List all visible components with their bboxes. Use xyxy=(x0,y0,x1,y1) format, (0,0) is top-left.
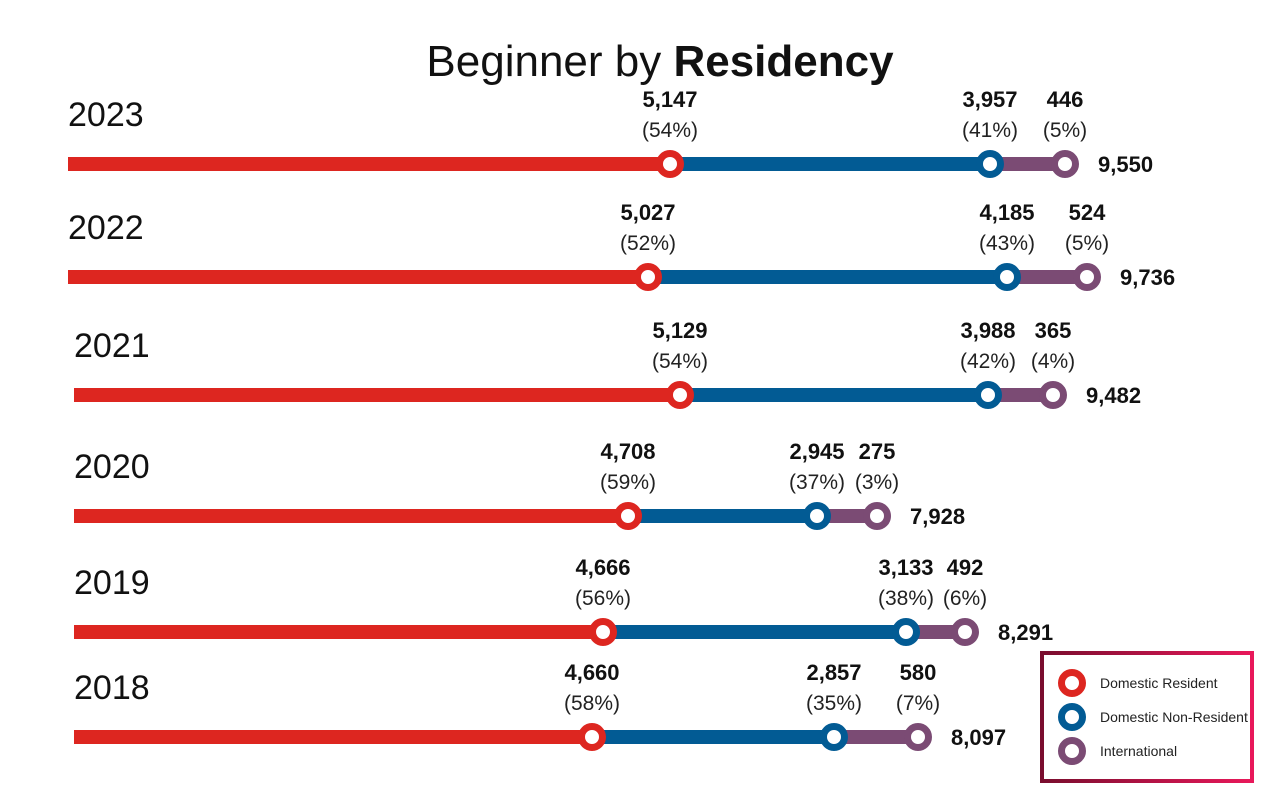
value-label: 492 xyxy=(947,555,984,580)
ring-marker xyxy=(614,502,642,530)
legend-item-international: International xyxy=(1058,737,1177,765)
percent-label: (37%) xyxy=(789,471,845,494)
value-label: 446 xyxy=(1047,87,1084,112)
legend-item-domestic-resident: Domestic Resident xyxy=(1058,669,1218,697)
value-label: 365 xyxy=(1035,318,1072,343)
value-label: 4,185 xyxy=(979,200,1034,225)
percent-label: (58%) xyxy=(564,692,620,715)
total-label: 9,482 xyxy=(1086,383,1141,408)
ring-marker xyxy=(904,723,932,751)
value-label: 4,666 xyxy=(575,555,630,580)
value-label: 2,857 xyxy=(806,660,861,685)
value-label: 275 xyxy=(859,439,896,464)
value-label: 5,129 xyxy=(652,318,707,343)
percent-label: (43%) xyxy=(979,232,1035,255)
percent-label: (54%) xyxy=(642,119,698,142)
year-label: 2023 xyxy=(68,96,144,134)
year-label: 2021 xyxy=(74,327,150,365)
ring-marker xyxy=(634,263,662,291)
ring-marker xyxy=(974,381,1002,409)
total-label: 7,928 xyxy=(910,504,965,529)
ring-marker xyxy=(1039,381,1067,409)
year-label: 2018 xyxy=(74,669,150,707)
value-label: 580 xyxy=(900,660,937,685)
value-label: 5,147 xyxy=(642,87,697,112)
percent-label: (41%) xyxy=(962,119,1018,142)
value-label: 3,988 xyxy=(960,318,1015,343)
value-label: 4,708 xyxy=(600,439,655,464)
ring-marker xyxy=(666,381,694,409)
value-label: 5,027 xyxy=(620,200,675,225)
percent-label: (4%) xyxy=(1031,350,1075,373)
total-label: 9,550 xyxy=(1098,152,1153,177)
legend: Domestic Resident Domestic Non-Resident … xyxy=(1040,651,1254,783)
ring-marker xyxy=(1073,263,1101,291)
value-label: 524 xyxy=(1069,200,1106,225)
ring-marker xyxy=(993,263,1021,291)
legend-item-domestic-non-resident: Domestic Non-Resident xyxy=(1058,703,1248,731)
percent-label: (52%) xyxy=(620,232,676,255)
ring-marker xyxy=(863,502,891,530)
total-label: 9,736 xyxy=(1120,265,1175,290)
percent-label: (6%) xyxy=(943,587,987,610)
ring-marker xyxy=(951,618,979,646)
ring-marker-icon xyxy=(1058,703,1086,731)
percent-label: (5%) xyxy=(1065,232,1109,255)
value-label: 4,660 xyxy=(564,660,619,685)
value-label: 3,133 xyxy=(878,555,933,580)
value-label: 3,957 xyxy=(962,87,1017,112)
ring-marker xyxy=(1051,150,1079,178)
ring-marker-icon xyxy=(1058,669,1086,697)
percent-label: (38%) xyxy=(878,587,934,610)
percent-label: (59%) xyxy=(600,471,656,494)
percent-label: (5%) xyxy=(1043,119,1087,142)
percent-label: (3%) xyxy=(855,471,899,494)
percent-label: (56%) xyxy=(575,587,631,610)
percent-label: (7%) xyxy=(896,692,940,715)
ring-marker xyxy=(803,502,831,530)
percent-label: (42%) xyxy=(960,350,1016,373)
ring-marker xyxy=(892,618,920,646)
total-label: 8,291 xyxy=(998,620,1053,645)
ring-marker xyxy=(656,150,684,178)
total-label: 8,097 xyxy=(951,725,1006,750)
ring-marker xyxy=(976,150,1004,178)
ring-marker-icon xyxy=(1058,737,1086,765)
ring-marker xyxy=(820,723,848,751)
percent-label: (54%) xyxy=(652,350,708,373)
ring-marker xyxy=(578,723,606,751)
year-label: 2022 xyxy=(68,209,144,247)
percent-label: (35%) xyxy=(806,692,862,715)
value-label: 2,945 xyxy=(789,439,844,464)
year-label: 2020 xyxy=(74,448,150,486)
ring-marker xyxy=(589,618,617,646)
chart-title: Beginner by Residency xyxy=(426,37,894,86)
year-label: 2019 xyxy=(74,564,150,602)
